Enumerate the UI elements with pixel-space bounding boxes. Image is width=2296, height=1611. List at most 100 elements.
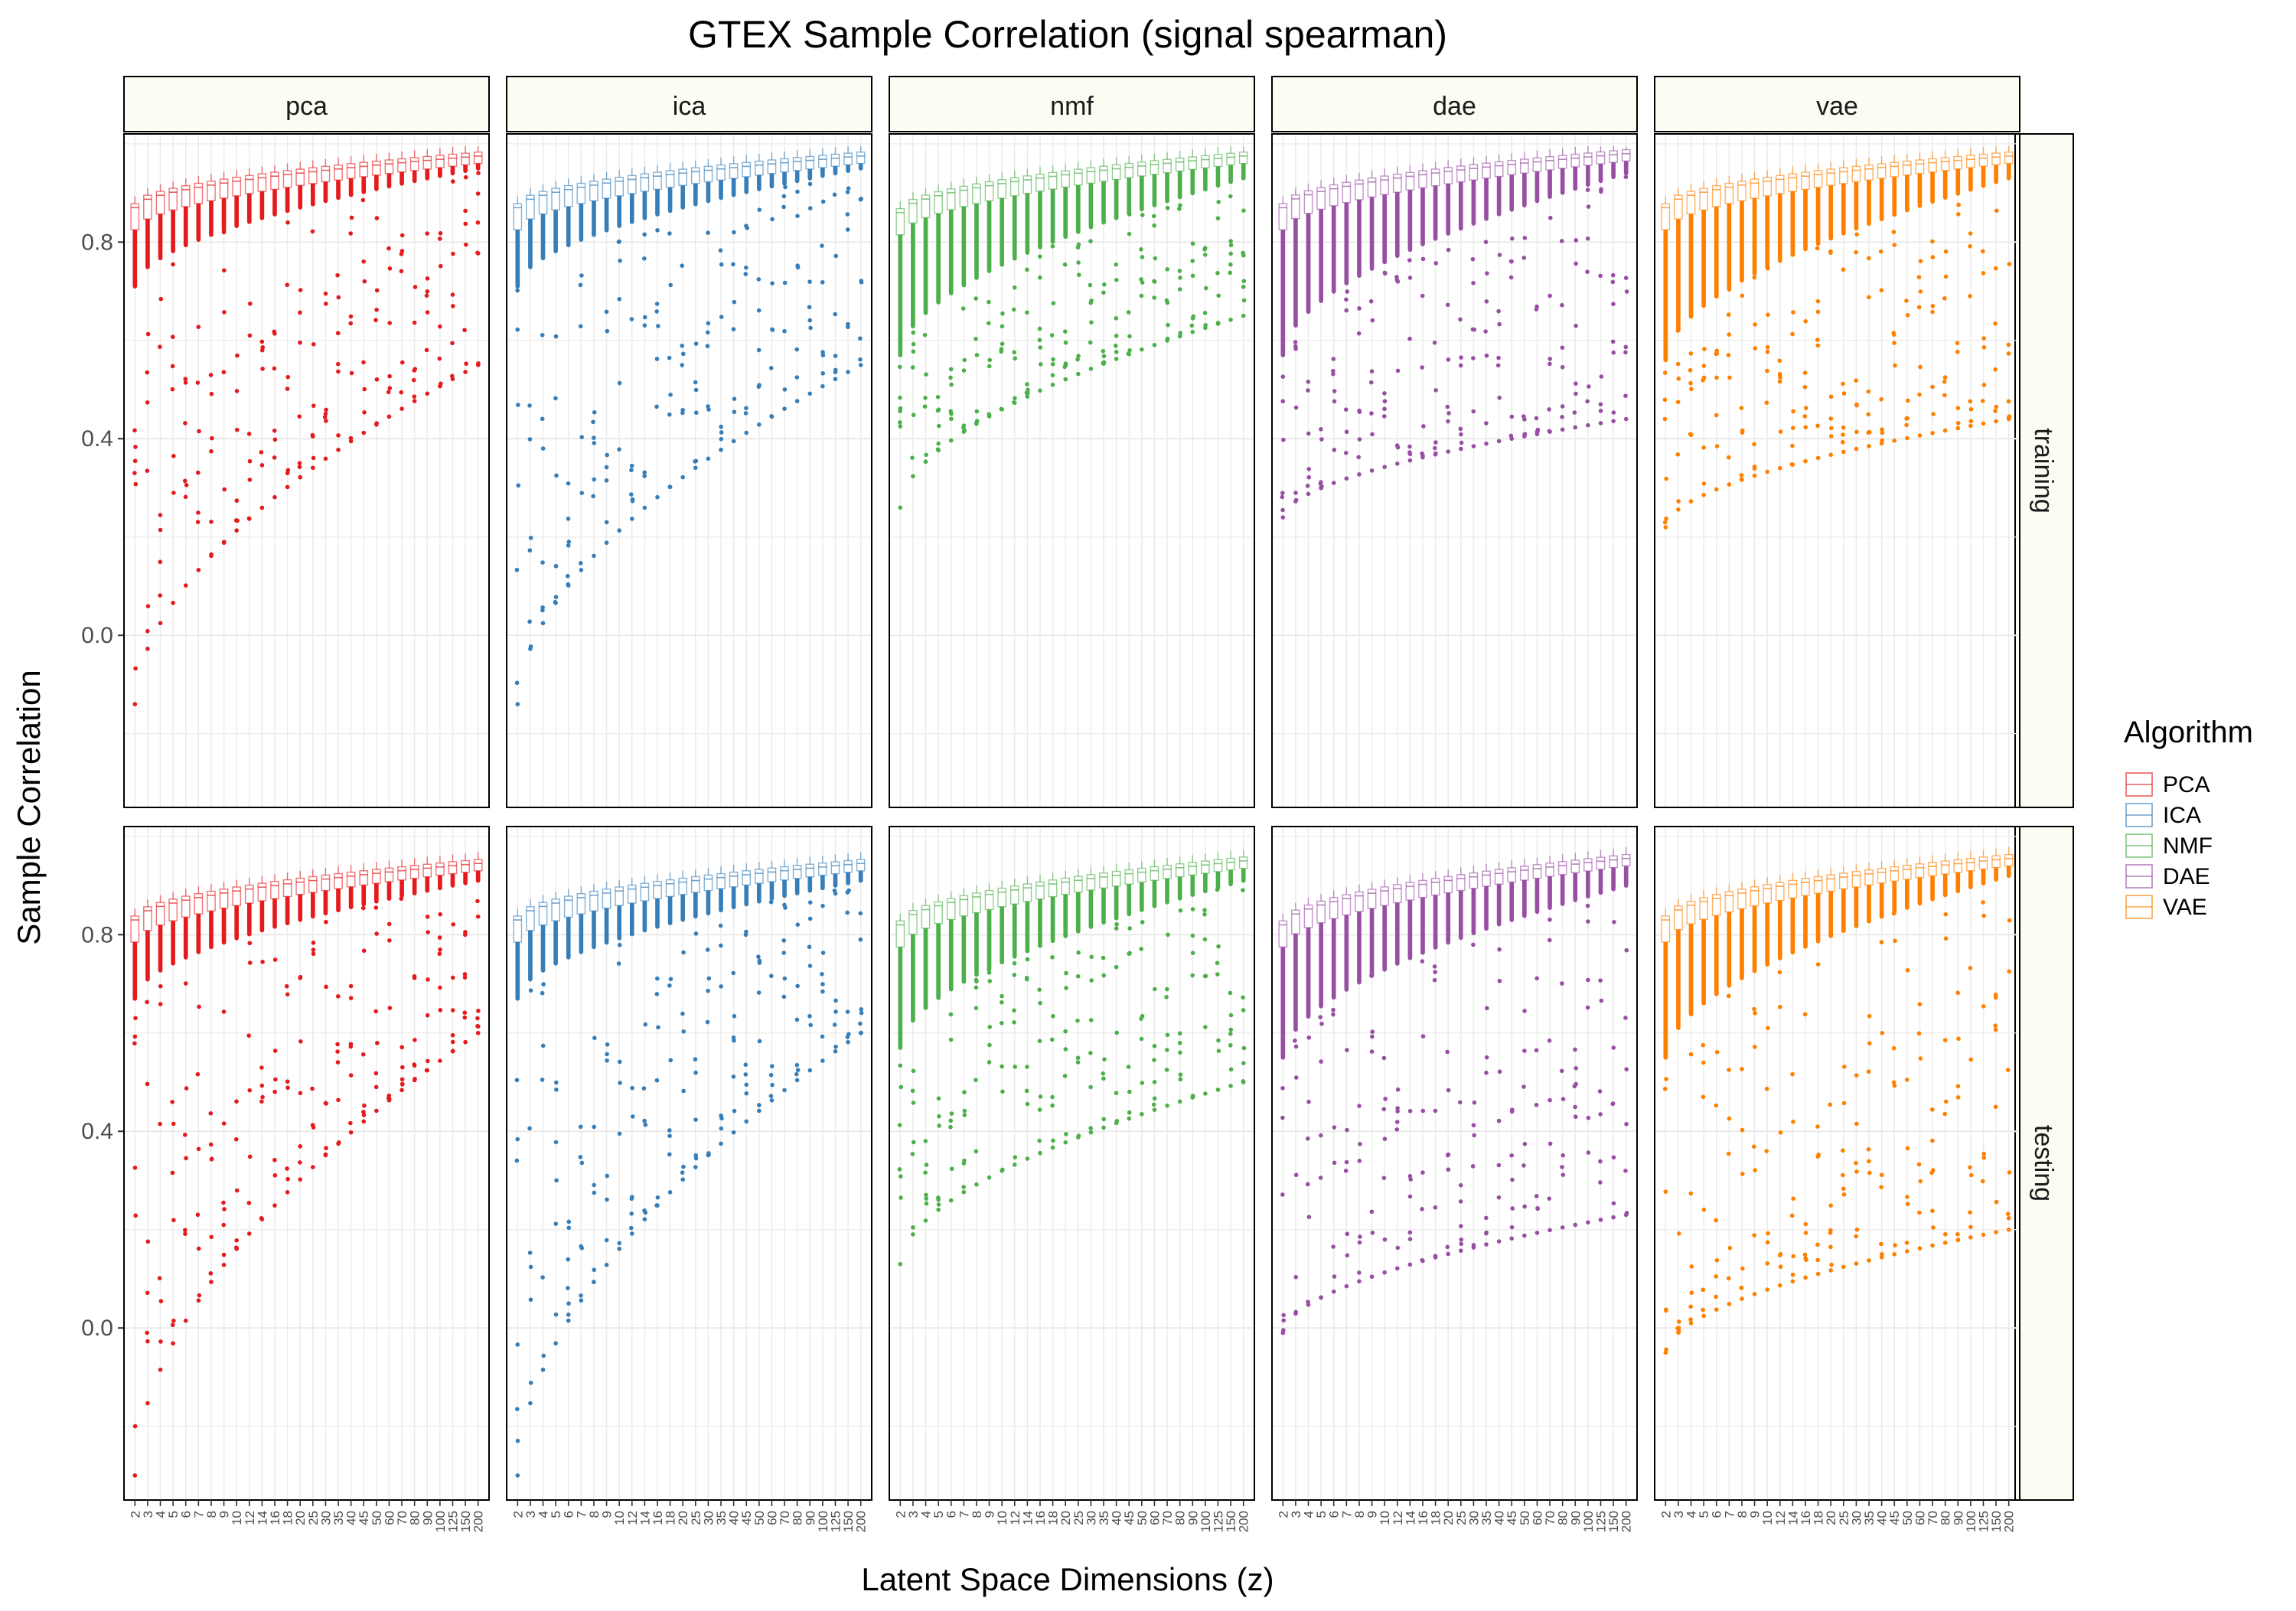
outlier-point-5 [937,407,941,412]
outlier-point-12 [1778,1005,1782,1009]
outlier-point-40 [732,396,737,401]
outlier-min-100 [438,384,442,389]
outlier-point-125 [833,889,837,893]
outlier-point-25 [1841,1148,1845,1153]
box-90 [806,156,814,168]
box-6 [947,189,955,210]
outlier-point-60 [771,328,775,332]
outlier-min-100 [820,384,825,389]
outlier-min-90 [1573,426,1577,430]
outlier-point-100 [1968,1225,1973,1229]
outlier-point-90 [808,1023,813,1028]
box-40 [729,872,737,887]
outlier-point-5 [1701,1043,1705,1048]
outlier-min-40 [1880,442,1884,446]
outlier-point-80 [1178,1031,1182,1035]
box-100 [1584,153,1592,165]
outlier-point-45 [360,198,365,203]
outlier-point-40 [1496,364,1501,368]
outlier-point-16 [1803,385,1808,390]
box-150 [1609,856,1617,867]
outlier-point-10 [617,1241,621,1246]
outlier-point-70 [1931,304,1936,308]
outlier-point-80 [794,347,799,352]
outlier-point-100 [1968,1166,1972,1170]
outlier-point-20 [681,1089,686,1094]
box-14 [258,174,266,191]
outlier-point-80 [1560,981,1564,986]
outlier-point-150 [846,889,851,893]
outlier-point-9 [987,1043,992,1048]
outlier-point-50 [1905,1241,1910,1245]
outlier-point-150 [845,911,850,915]
outlier-point-3 [1675,328,1680,333]
outlier-point-45 [1127,334,1132,339]
outlier-point-8 [974,1006,979,1010]
facet-strip-label-vae: vae [1816,92,1858,121]
outlier-min-5 [1319,486,1323,491]
outlier-min-2 [1664,1350,1668,1355]
outlier-point-16 [655,357,660,361]
outlier-point-6 [949,417,954,422]
outlier-min-80 [1561,427,1565,432]
outlier-point-80 [1943,1038,1948,1042]
outlier-point-50 [1139,947,1143,951]
outlier-point-4 [923,396,928,400]
outlier-point-125 [833,368,838,373]
outlier-point-20 [680,411,685,416]
outlier-point-6 [949,367,954,372]
outlier-min-8 [592,1280,596,1284]
outlier-point-60 [769,900,774,905]
outlier-point-14 [1026,1102,1030,1107]
outlier-min-45 [1892,1252,1896,1257]
box-70 [1546,863,1554,876]
outlier-min-50 [1905,1249,1910,1254]
outlier-point-2 [898,420,902,425]
outlier-min-3 [911,1232,915,1237]
outlier-min-18 [1051,383,1055,387]
outlier-point-12 [630,464,634,468]
outlier-point-5 [554,564,559,569]
outlier-min-45 [1127,352,1131,357]
outlier-point-6 [183,1231,188,1236]
outlier-point-2 [515,1342,520,1347]
outlier-point-30 [1471,943,1476,947]
outlier-point-50 [757,207,762,212]
outlier-point-12 [1778,372,1782,377]
box-45 [742,871,750,885]
outlier-min-90 [807,1068,812,1073]
outlier-point-20 [298,1160,302,1165]
outlier-min-4 [924,460,928,465]
outlier-min-125 [1216,321,1221,326]
outlier-point-90 [1955,990,1960,995]
outlier-point-12 [1778,380,1782,384]
outlier-point-90 [426,977,430,982]
outlier-point-125 [451,179,455,184]
outlier-point-200 [1624,1122,1629,1127]
box-20 [679,878,687,894]
outlier-point-90 [808,182,813,187]
outlier-point-2 [1664,1309,1668,1313]
outlier-min-125 [833,377,838,381]
outlier-min-70 [782,406,787,411]
outlier-point-16 [655,992,660,996]
outlier-point-5 [1319,1133,1323,1138]
box-7 [1342,182,1350,202]
outlier-min-80 [1561,1225,1565,1230]
outlier-point-30 [1855,1228,1860,1232]
outlier-point-12 [248,334,253,338]
outlier-point-50 [1140,920,1145,925]
outlier-point-14 [259,450,264,455]
outlier-min-30 [1854,447,1859,452]
box-7 [1342,895,1350,915]
outlier-min-12 [630,517,634,521]
outlier-point-20 [1828,251,1833,256]
outlier-point-2 [899,406,903,411]
outlier-point-200 [1625,289,1629,294]
box-16 [271,172,279,189]
outlier-point-2 [1664,1077,1668,1081]
outlier-point-45 [1510,415,1515,419]
box-14 [1023,884,1031,902]
outlier-point-10 [1766,266,1770,271]
outlier-point-150 [1612,1155,1616,1159]
